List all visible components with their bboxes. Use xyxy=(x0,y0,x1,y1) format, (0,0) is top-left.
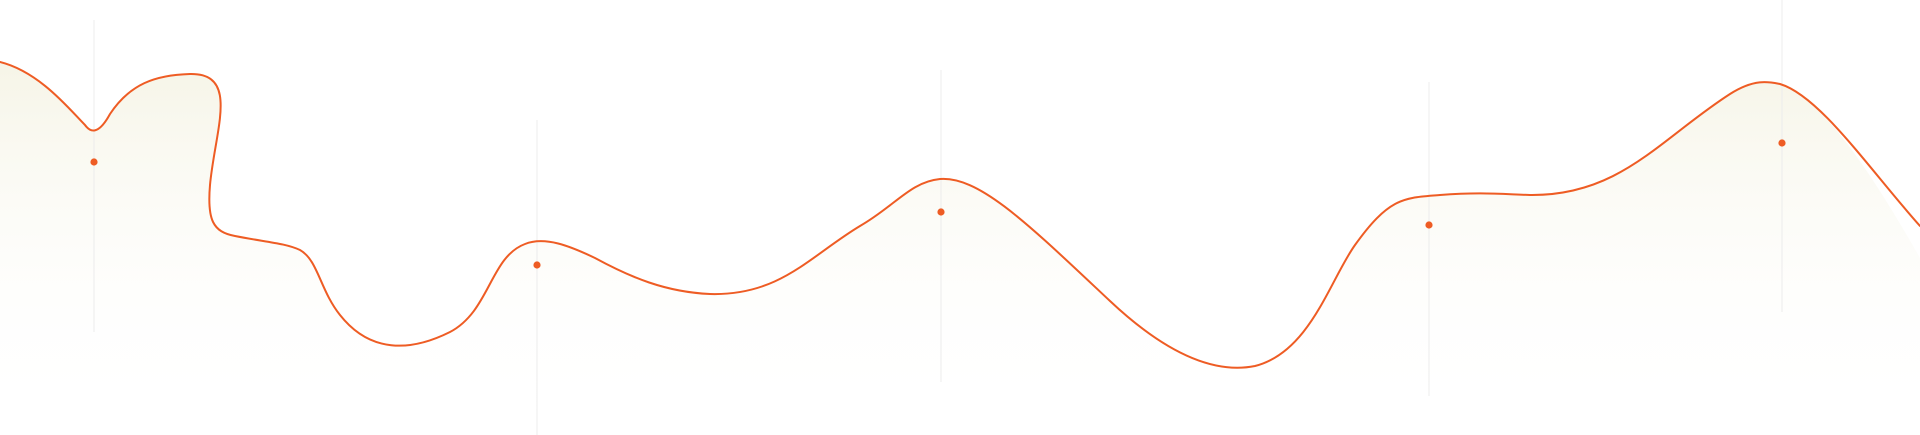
marker-dot-3 xyxy=(937,208,945,216)
marker-dot-4 xyxy=(1425,221,1433,229)
wave-area-fill xyxy=(0,62,1920,420)
marker-dot-5 xyxy=(1778,139,1786,147)
wave-line xyxy=(0,61,1920,369)
marker-dot-1 xyxy=(90,158,98,166)
marker-dot-2 xyxy=(533,261,541,269)
